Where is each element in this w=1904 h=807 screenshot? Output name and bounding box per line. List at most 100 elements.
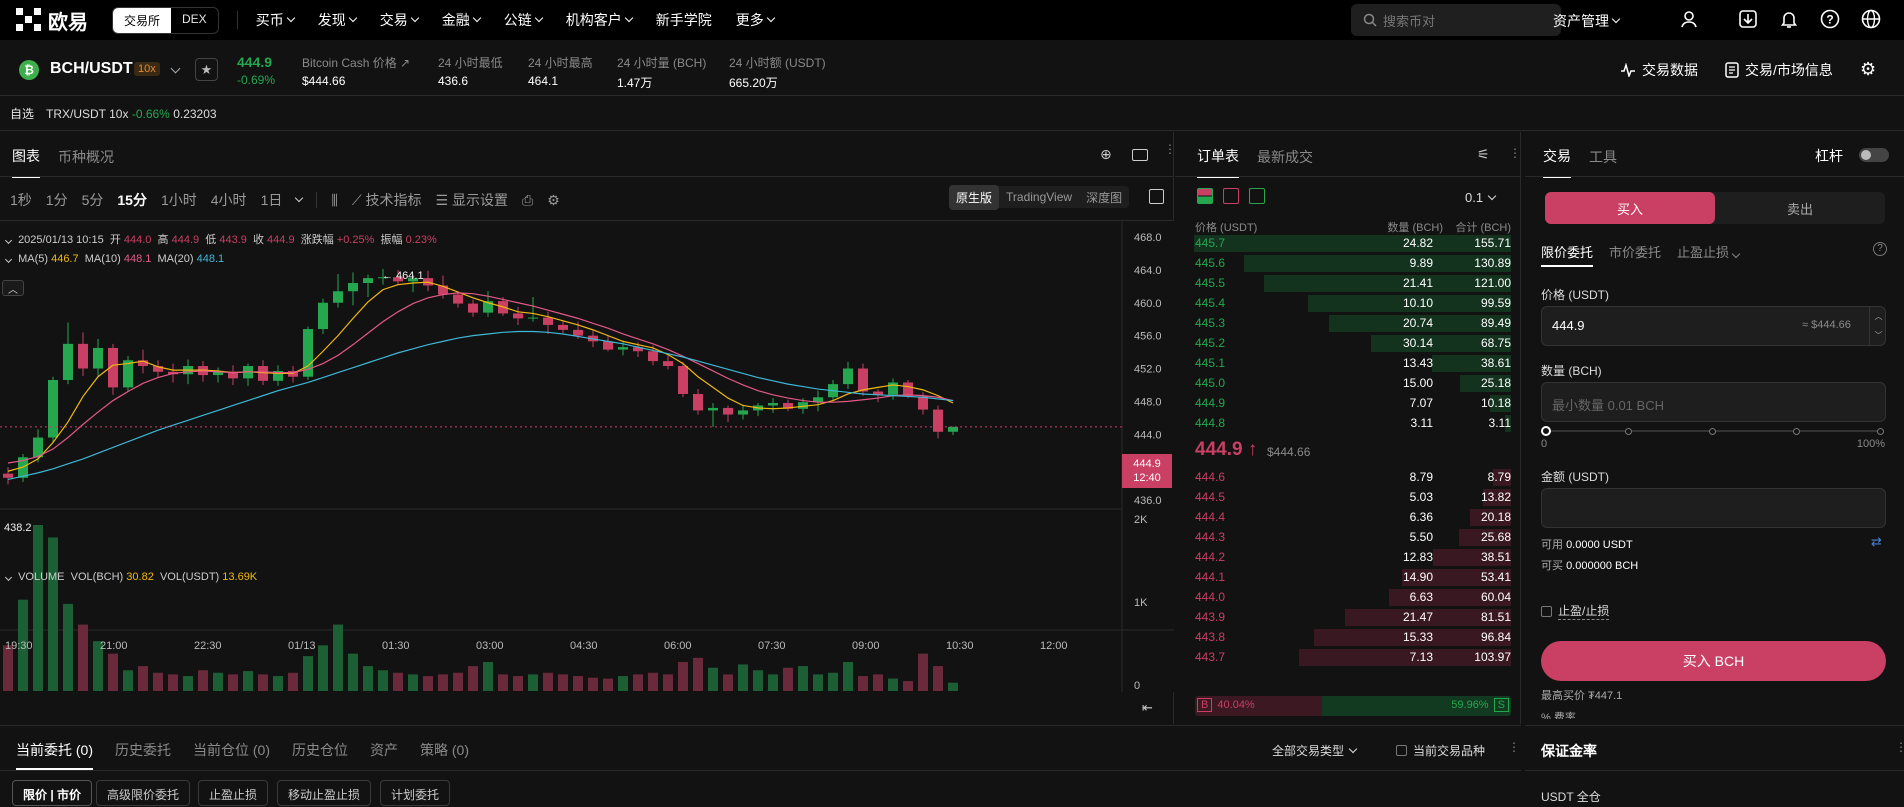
nav-buy-crypto[interactable]: 买币: [256, 10, 295, 30]
quantity-input[interactable]: 最小数量 0.01 BCH: [1541, 382, 1886, 422]
nav-academy[interactable]: 新手学院: [655, 12, 712, 28]
star-icon[interactable]: ★: [195, 58, 218, 81]
tab-assets[interactable]: 资产: [370, 742, 398, 758]
tpsl-checkbox[interactable]: 止盈/止损: [1541, 602, 1610, 620]
transfer-icon[interactable]: ⇄: [1871, 534, 1882, 549]
settings-gear-icon[interactable]: ⚙: [1860, 59, 1877, 79]
tab-strategies[interactable]: 策略 (0): [420, 742, 469, 758]
info-icon[interactable]: ?: [1873, 242, 1887, 256]
pair-name[interactable]: BCH/USDT: [50, 60, 133, 77]
order-type-limit[interactable]: 限价委托: [1541, 242, 1594, 267]
candle-type-icon[interactable]: ⫼: [331, 191, 338, 208]
window-icon[interactable]: [1132, 149, 1148, 161]
collapse-chevron-icon[interactable]: [4, 236, 13, 245]
nav-institutional[interactable]: 机构客户: [566, 10, 633, 30]
trade-data-button[interactable]: 交易数据: [1620, 60, 1698, 80]
interval-15m[interactable]: 15分: [117, 192, 147, 208]
bid-row[interactable]: 444.4 6.36 20.18: [1175, 507, 1511, 527]
tab-tools[interactable]: 工具: [1589, 149, 1617, 165]
view-native[interactable]: 原生版: [949, 184, 1000, 210]
ask-row[interactable]: 445.0 15.00 25.18: [1175, 373, 1511, 393]
ask-row[interactable]: 445.2 30.14 68.75: [1175, 333, 1511, 353]
more-vertical-icon[interactable]: ⋮: [1508, 740, 1520, 754]
tab-trades[interactable]: 最新成交: [1257, 149, 1313, 165]
filter-sliders-icon[interactable]: ⚟: [1477, 146, 1490, 162]
ask-row[interactable]: 445.6 9.89 130.89: [1175, 253, 1511, 273]
asset-management-menu[interactable]: 资产管理: [1553, 11, 1621, 31]
slider-step[interactable]: [1877, 428, 1884, 435]
bid-row[interactable]: 444.0 6.63 60.04: [1175, 587, 1511, 607]
order-type-market[interactable]: 市价委托: [1609, 245, 1662, 260]
price-input[interactable]: 444.9 ≈ $444.66 ︿ ﹀: [1541, 306, 1886, 346]
collapse-chevron-icon[interactable]: [4, 573, 13, 582]
book-asks-icon[interactable]: [1223, 188, 1239, 204]
nav-trade[interactable]: 交易: [380, 10, 419, 30]
slider-handle[interactable]: [1541, 426, 1551, 436]
collapse-up-icon[interactable]: ︿: [2, 280, 24, 296]
bid-row[interactable]: 443.7 7.13 103.97: [1175, 647, 1511, 667]
index-price[interactable]: Bitcoin Cash 价格 ↗ $444.66: [302, 56, 411, 88]
pill-limit-market[interactable]: 限价 | 市价: [12, 780, 93, 806]
tab-order-history[interactable]: 历史委托: [115, 742, 171, 758]
bid-row[interactable]: 444.6 8.79 8.79: [1175, 467, 1511, 487]
help-icon[interactable]: ?: [1819, 8, 1841, 30]
buy-submit-button[interactable]: 买入 BCH: [1541, 641, 1886, 681]
tab-coin-overview[interactable]: 币种概况: [58, 149, 114, 165]
indicators-button[interactable]: ⟋ 技术指标: [351, 192, 422, 208]
tab-position-history[interactable]: 历史仓位: [292, 742, 348, 758]
pill-advanced-limit[interactable]: 高级限价委托: [96, 780, 191, 806]
dex-tab[interactable]: DEX: [182, 11, 207, 26]
bid-row[interactable]: 443.9 21.47 81.51: [1175, 607, 1511, 627]
ask-row[interactable]: 445.7 24.82 155.71: [1175, 233, 1511, 253]
sell-tab[interactable]: 卖出: [1786, 201, 1813, 217]
nav-discover[interactable]: 发现: [318, 10, 357, 30]
interval-4h[interactable]: 4小时: [210, 192, 247, 208]
pair-chevron-down-icon[interactable]: [170, 63, 181, 74]
fav-item[interactable]: TRX/USDT 10x -0.66% 0.23203: [46, 106, 217, 121]
bid-row[interactable]: 444.3 5.50 25.68: [1175, 527, 1511, 547]
book-both-icon[interactable]: [1197, 188, 1213, 204]
exchange-tab[interactable]: 交易所: [113, 7, 172, 33]
bell-icon[interactable]: [1778, 8, 1800, 30]
snapshot-icon[interactable]: ⎙: [521, 191, 534, 208]
pill-tpsl[interactable]: 止盈止损: [198, 780, 269, 806]
current-symbol-checkbox[interactable]: 当前交易品种: [1396, 742, 1485, 759]
interval-1m[interactable]: 1分: [45, 192, 68, 208]
tab-open-orders[interactable]: 当前委托 (0): [16, 740, 93, 770]
tab-chart[interactable]: 图表: [12, 146, 40, 178]
more-vertical-icon[interactable]: ⋮: [1895, 740, 1904, 754]
more-vertical-icon[interactable]: ⋮: [1164, 142, 1176, 156]
ask-row[interactable]: 445.4 10.10 99.59: [1175, 293, 1511, 313]
view-tradingview[interactable]: TradingView: [1006, 190, 1073, 204]
view-depth[interactable]: 深度图: [1086, 190, 1123, 205]
interval-1s[interactable]: 1秒: [10, 192, 32, 208]
download-icon[interactable]: [1737, 8, 1759, 30]
collapse-chevron-icon[interactable]: [4, 255, 13, 264]
book-bids-icon[interactable]: [1249, 188, 1265, 204]
market-info-button[interactable]: 交易/市场信息: [1725, 60, 1833, 80]
buy-tab[interactable]: 买入: [1545, 192, 1715, 224]
fullscreen-icon[interactable]: [1149, 189, 1164, 204]
interval-1d[interactable]: 1日: [260, 192, 283, 208]
time-scale-icon[interactable]: ⇤: [1142, 700, 1153, 715]
more-vertical-icon[interactable]: ⋮: [1509, 146, 1521, 160]
nav-finance[interactable]: 金融: [442, 10, 481, 30]
nav-chain[interactable]: 公链: [504, 10, 543, 30]
ask-row[interactable]: 444.9 7.07 10.18: [1175, 393, 1511, 413]
search-input[interactable]: 搜索币对: [1351, 4, 1561, 36]
order-type-filter[interactable]: 全部交易类型: [1272, 742, 1358, 759]
ask-row[interactable]: 444.8 3.11 3.11: [1175, 413, 1511, 433]
candlestick-chart[interactable]: 468.0464.0460.0456.0452.0448.0444.0440.0…: [0, 221, 1174, 692]
ask-row[interactable]: 445.5 21.41 121.00: [1175, 273, 1511, 293]
ask-row[interactable]: 445.1 13.43 38.61: [1175, 353, 1511, 373]
display-settings-button[interactable]: ☰ 显示设置: [435, 192, 508, 208]
tab-orderbook[interactable]: 订单表: [1197, 146, 1239, 178]
precision-select[interactable]: 0.1: [1465, 190, 1497, 205]
favorites-label[interactable]: 自选: [10, 107, 35, 121]
bid-row[interactable]: 444.2 12.83 38.51: [1175, 547, 1511, 567]
ask-row[interactable]: 445.3 20.74 89.49: [1175, 313, 1511, 333]
leverage-toggle[interactable]: [1859, 148, 1889, 162]
pill-trigger-order[interactable]: 计划委托: [380, 780, 451, 806]
interval-1h[interactable]: 1小时: [160, 192, 197, 208]
slider-step[interactable]: [1793, 428, 1800, 435]
